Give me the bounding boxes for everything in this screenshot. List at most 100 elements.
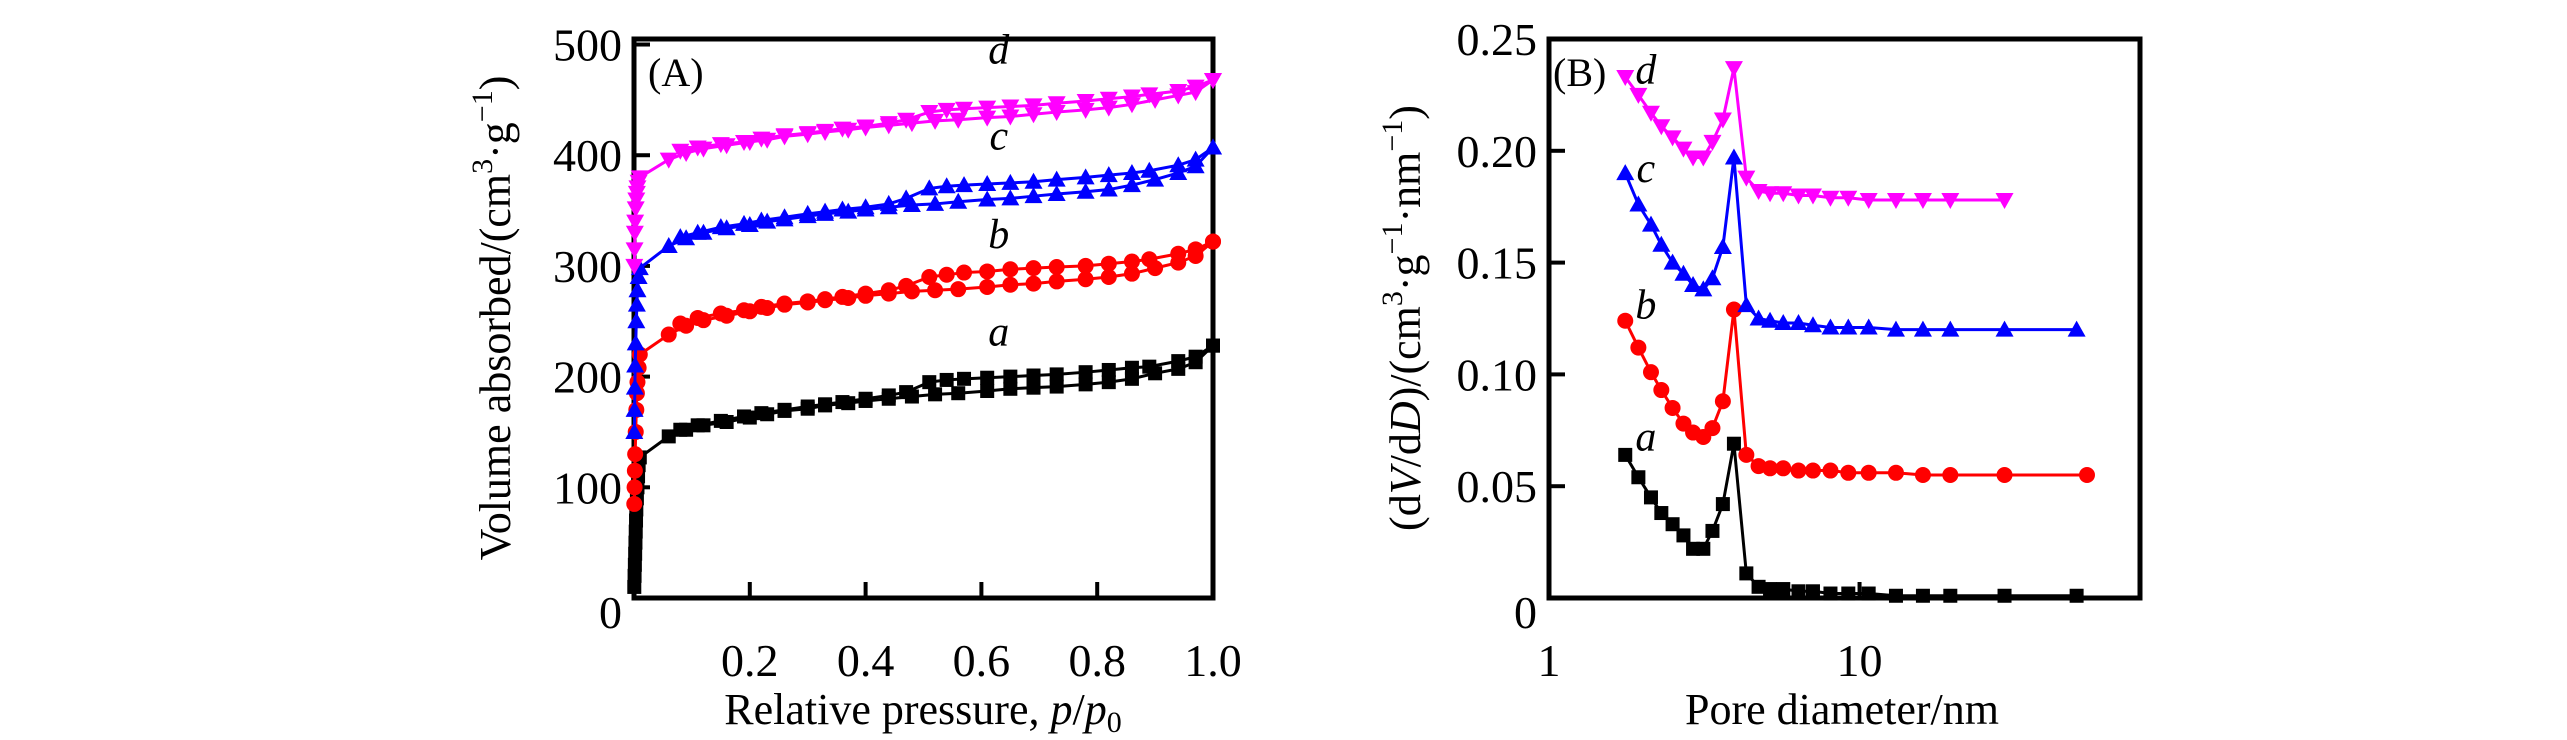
panel-a-c-adsorption-point — [1146, 170, 1165, 187]
panel-a-c-desorption-point — [1140, 161, 1159, 178]
panel-a-a-adsorption-point — [1026, 380, 1041, 395]
panel-b-b-point — [1790, 462, 1807, 479]
panel-a-b-desorption-point — [1077, 257, 1094, 274]
panel-a-d-desorption-point — [879, 116, 898, 133]
panel-a-c-desorption-point — [711, 218, 730, 235]
panel-a-c-adsorption-point — [1001, 189, 1020, 206]
panel-a-d-adsorption-point — [626, 214, 645, 231]
panel-b-b-point — [1617, 312, 1634, 329]
panel-a-d-desorption-point — [978, 100, 997, 117]
panel-a-a-desorption-point — [922, 375, 937, 390]
panel-a-b-adsorption-point — [927, 282, 944, 299]
panel-b-x-axis-title: Pore diameter/nm — [1685, 685, 1999, 734]
panel-a-d-desorption-point — [897, 112, 916, 129]
panel-b-series-label-c: c — [1636, 146, 1655, 192]
panel-a-b-adsorption-point — [626, 479, 643, 496]
panel-b-y-tick-label: 0.05 — [1457, 461, 1538, 512]
panel-a-a-desorption-point — [1049, 367, 1064, 382]
panel-a-c-desorption-point — [1186, 150, 1205, 167]
panel-b-b-point — [1642, 364, 1659, 381]
panel-b-b-point — [1914, 467, 1931, 484]
panel-a-c-desorption-point — [1076, 168, 1095, 185]
panel-a-y-axis-title: Volume absorbed/(cm3·g−1) — [466, 76, 520, 561]
panel-b-c-point — [1839, 318, 1858, 335]
panel-a-a-desorption-point — [1101, 362, 1116, 377]
panel-a-d-desorption-point — [1001, 99, 1020, 116]
panel-b-b-point — [1762, 460, 1779, 477]
panel-a-d-desorption-point — [920, 105, 939, 122]
panel-a-a-adsorption-point — [928, 387, 943, 402]
panel-a-a-desorption-point — [835, 395, 850, 410]
panel-a-b-desorption-point — [1048, 259, 1065, 276]
panel-b-series-label-d: d — [1635, 48, 1657, 94]
panel-a-d-adsorption-point — [659, 152, 678, 169]
panel-a-d-desorption-point — [955, 101, 974, 118]
panel-a-d-adsorption-point — [1024, 107, 1043, 124]
panel-a-a-adsorption-point — [627, 568, 642, 583]
panel-a-a-desorption-point — [957, 371, 972, 386]
panel-a-a-desorption-point — [690, 418, 705, 433]
panel-a-a-desorption-point — [800, 399, 815, 414]
panel-a-c-desorption-point — [688, 223, 707, 240]
panel-b-a-point — [1841, 586, 1856, 601]
panel-a-a-desorption-point — [673, 422, 688, 437]
panel-a-c-adsorption-point — [629, 267, 648, 284]
panel-b-c-point — [2067, 320, 2086, 337]
panel-b-b-point — [1664, 399, 1681, 416]
panel-b-a-point — [1715, 497, 1730, 512]
panel-a-a-desorption-point — [1171, 354, 1186, 369]
panel-a-c-adsorption-point — [659, 236, 678, 253]
panel-a-x-tick-label: 0.2 — [721, 635, 779, 686]
panel-b-a-point — [1643, 490, 1658, 505]
panel-b-a-point — [1861, 586, 1876, 601]
panel-a-d-desorption-point — [816, 123, 835, 140]
panel-a-a-desorption-point — [939, 372, 954, 387]
panel-a-c-desorption-point — [1122, 163, 1141, 180]
panel-a-b-adsorption-point — [1123, 265, 1140, 282]
panel-a-d-adsorption-point — [630, 170, 649, 187]
panel-b-c-point — [1761, 311, 1780, 328]
panel-a-c-adsorption-point — [978, 190, 997, 207]
panel-a-b-desorption-point — [817, 291, 834, 308]
panel-a-d-adsorption-point — [949, 112, 968, 129]
panel-b-d-point — [1821, 190, 1840, 207]
panel-b-d-point — [1663, 130, 1682, 147]
panel-a-b-adsorption-point — [1025, 275, 1042, 292]
panel-a-b-adsorption-point — [627, 446, 644, 463]
panel-b-b-point — [1775, 460, 1792, 477]
panel-b-d-point — [1652, 119, 1671, 136]
panel-a-a-desorption-point — [881, 388, 896, 403]
panel-a-a-adsorption-point — [627, 557, 642, 572]
panel-a-b-desorption-point — [979, 263, 996, 280]
panel-a-a-desorption-point — [737, 409, 752, 424]
panel-a-a-adsorption-point — [1003, 381, 1018, 396]
panel-b-d-point — [1737, 170, 1756, 187]
panel-b-y-tick-label: 0.15 — [1457, 238, 1538, 289]
panel-a-y-tick-label: 300 — [553, 241, 622, 292]
panel-b-b-point — [1714, 393, 1731, 410]
panel-a-d-desorption-point — [735, 134, 754, 151]
panel-a-d-desorption-point — [1140, 87, 1159, 104]
panel-a-c-desorption-point — [1047, 170, 1066, 187]
panel-a-b-desorption-point — [1123, 253, 1140, 270]
panel-a-series: a b cd — [625, 27, 1222, 594]
panel-a-b-desorption-point — [712, 305, 729, 322]
panel-b-d-point — [1694, 150, 1713, 167]
panel-b-a-point — [1805, 584, 1820, 599]
panel-a-a-adsorption-point — [629, 513, 644, 528]
panel-a-a-adsorption-point — [628, 546, 643, 561]
panel-b-b-point — [1942, 467, 1959, 484]
panel-a-b-desorption-point — [956, 264, 973, 281]
panel-b-d-point — [1724, 61, 1743, 78]
panel-a-d-adsorption-point — [1076, 102, 1095, 119]
panel-a-a-desorption-point — [858, 391, 873, 406]
panel-b-d-point — [1774, 186, 1793, 203]
panel-b-d-point — [1941, 192, 1960, 209]
panel-a-y-tick-label: 400 — [553, 130, 622, 181]
panel-b-y-tick-label: 0.20 — [1457, 126, 1538, 177]
panel-b-a-point — [1696, 541, 1711, 556]
panel-b-c-point — [1713, 237, 1732, 254]
panel-b-c-point — [1886, 320, 1905, 337]
panel-a-b-desorption-point — [834, 288, 851, 305]
panel-a-c-desorption-point — [798, 204, 817, 221]
